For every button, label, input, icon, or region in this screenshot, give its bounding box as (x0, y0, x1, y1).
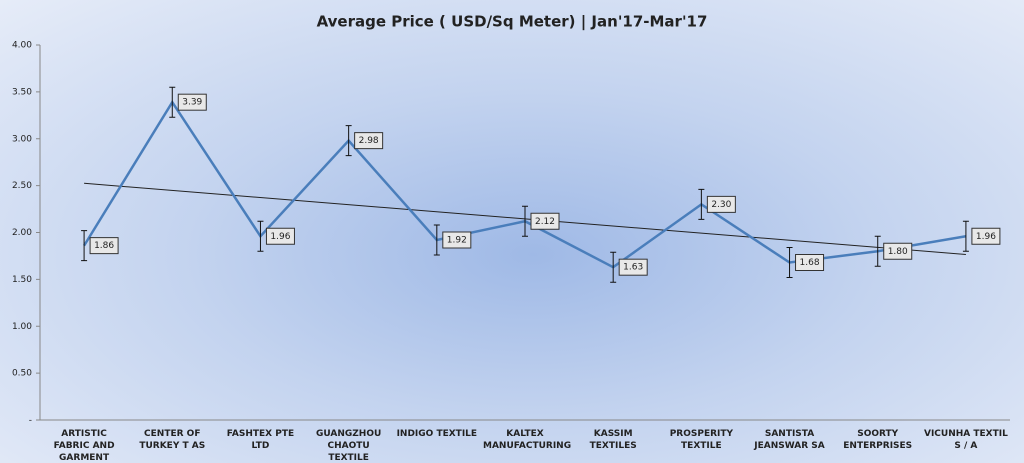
y-tick-label: 3.50 (12, 87, 32, 97)
y-tick-label: 2.50 (12, 181, 32, 191)
data-label: 2.98 (359, 136, 379, 146)
x-tick-label: SOORTY ENTERPRISES (843, 429, 913, 451)
data-label-box (618, 258, 648, 276)
x-tick-label: KALTEX MANUFACTURING (483, 429, 572, 451)
data-label-box (795, 254, 825, 271)
x-tick-label: SANTISTA JEANSWAR SA (754, 429, 825, 451)
data-label: 1.96 (270, 232, 290, 242)
y-tick-label: - (29, 416, 32, 426)
x-tick-label: CENTER OF TURKEY T AS (139, 429, 206, 451)
y-tick-label: 1.50 (12, 275, 32, 285)
data-label: 1.63 (623, 263, 643, 273)
data-label: 1.86 (94, 241, 114, 251)
x-tick-label: GUANGZHOU CHAOTU TEXTILE (315, 429, 382, 463)
data-label: 1.80 (888, 247, 908, 257)
x-tick-label: ARTISTIC FABRIC AND GARMENT (53, 429, 115, 463)
error-bar (786, 247, 793, 278)
error-bar (81, 230, 88, 262)
error-bar (610, 251, 617, 283)
error-bar (169, 86, 176, 118)
x-tick-label: FASHTEX PTE LTD (226, 429, 295, 451)
data-label: 3.39 (182, 98, 202, 108)
data-label: 1.96 (976, 232, 996, 242)
data-label-box (442, 231, 472, 249)
data-label-box (706, 195, 736, 213)
data-label-box (265, 227, 295, 245)
data-label-box (883, 242, 913, 260)
y-tick-label: 2.00 (12, 228, 32, 238)
error-bar (433, 224, 440, 256)
data-label: 1.68 (800, 258, 820, 268)
y-tick-label: 0.50 (12, 369, 32, 379)
x-tick-label: VICUNHA TEXTIL S / A (923, 429, 1008, 451)
data-label: 1.92 (447, 236, 467, 246)
x-tick-label: KASSIM TEXTILES (589, 429, 637, 451)
error-bar (962, 220, 969, 252)
data-label-box (177, 93, 207, 111)
y-tick-label: 3.00 (12, 134, 32, 144)
line (83, 99, 967, 269)
x-tick-label: PROSPERITY TEXTILE (669, 429, 734, 451)
data-label-box (530, 212, 560, 230)
data-label: 2.30 (711, 200, 731, 210)
x-tick-label: INDIGO TEXTILE (396, 429, 478, 439)
y-tick-label: 4.00 (12, 41, 32, 51)
data-label-box (354, 132, 384, 150)
data-label-box (971, 227, 1001, 245)
error-bar (345, 125, 352, 157)
chart-title: Average Price ( USD/Sq Meter) | Jan'17-M… (317, 13, 708, 32)
y-tick-label: 1.00 (12, 322, 32, 332)
error-bar (698, 188, 705, 220)
error-bar (257, 220, 264, 252)
error-bar (522, 205, 528, 237)
data-label: 2.12 (535, 217, 555, 227)
error-bar (874, 235, 881, 267)
data-label-box (89, 237, 119, 255)
